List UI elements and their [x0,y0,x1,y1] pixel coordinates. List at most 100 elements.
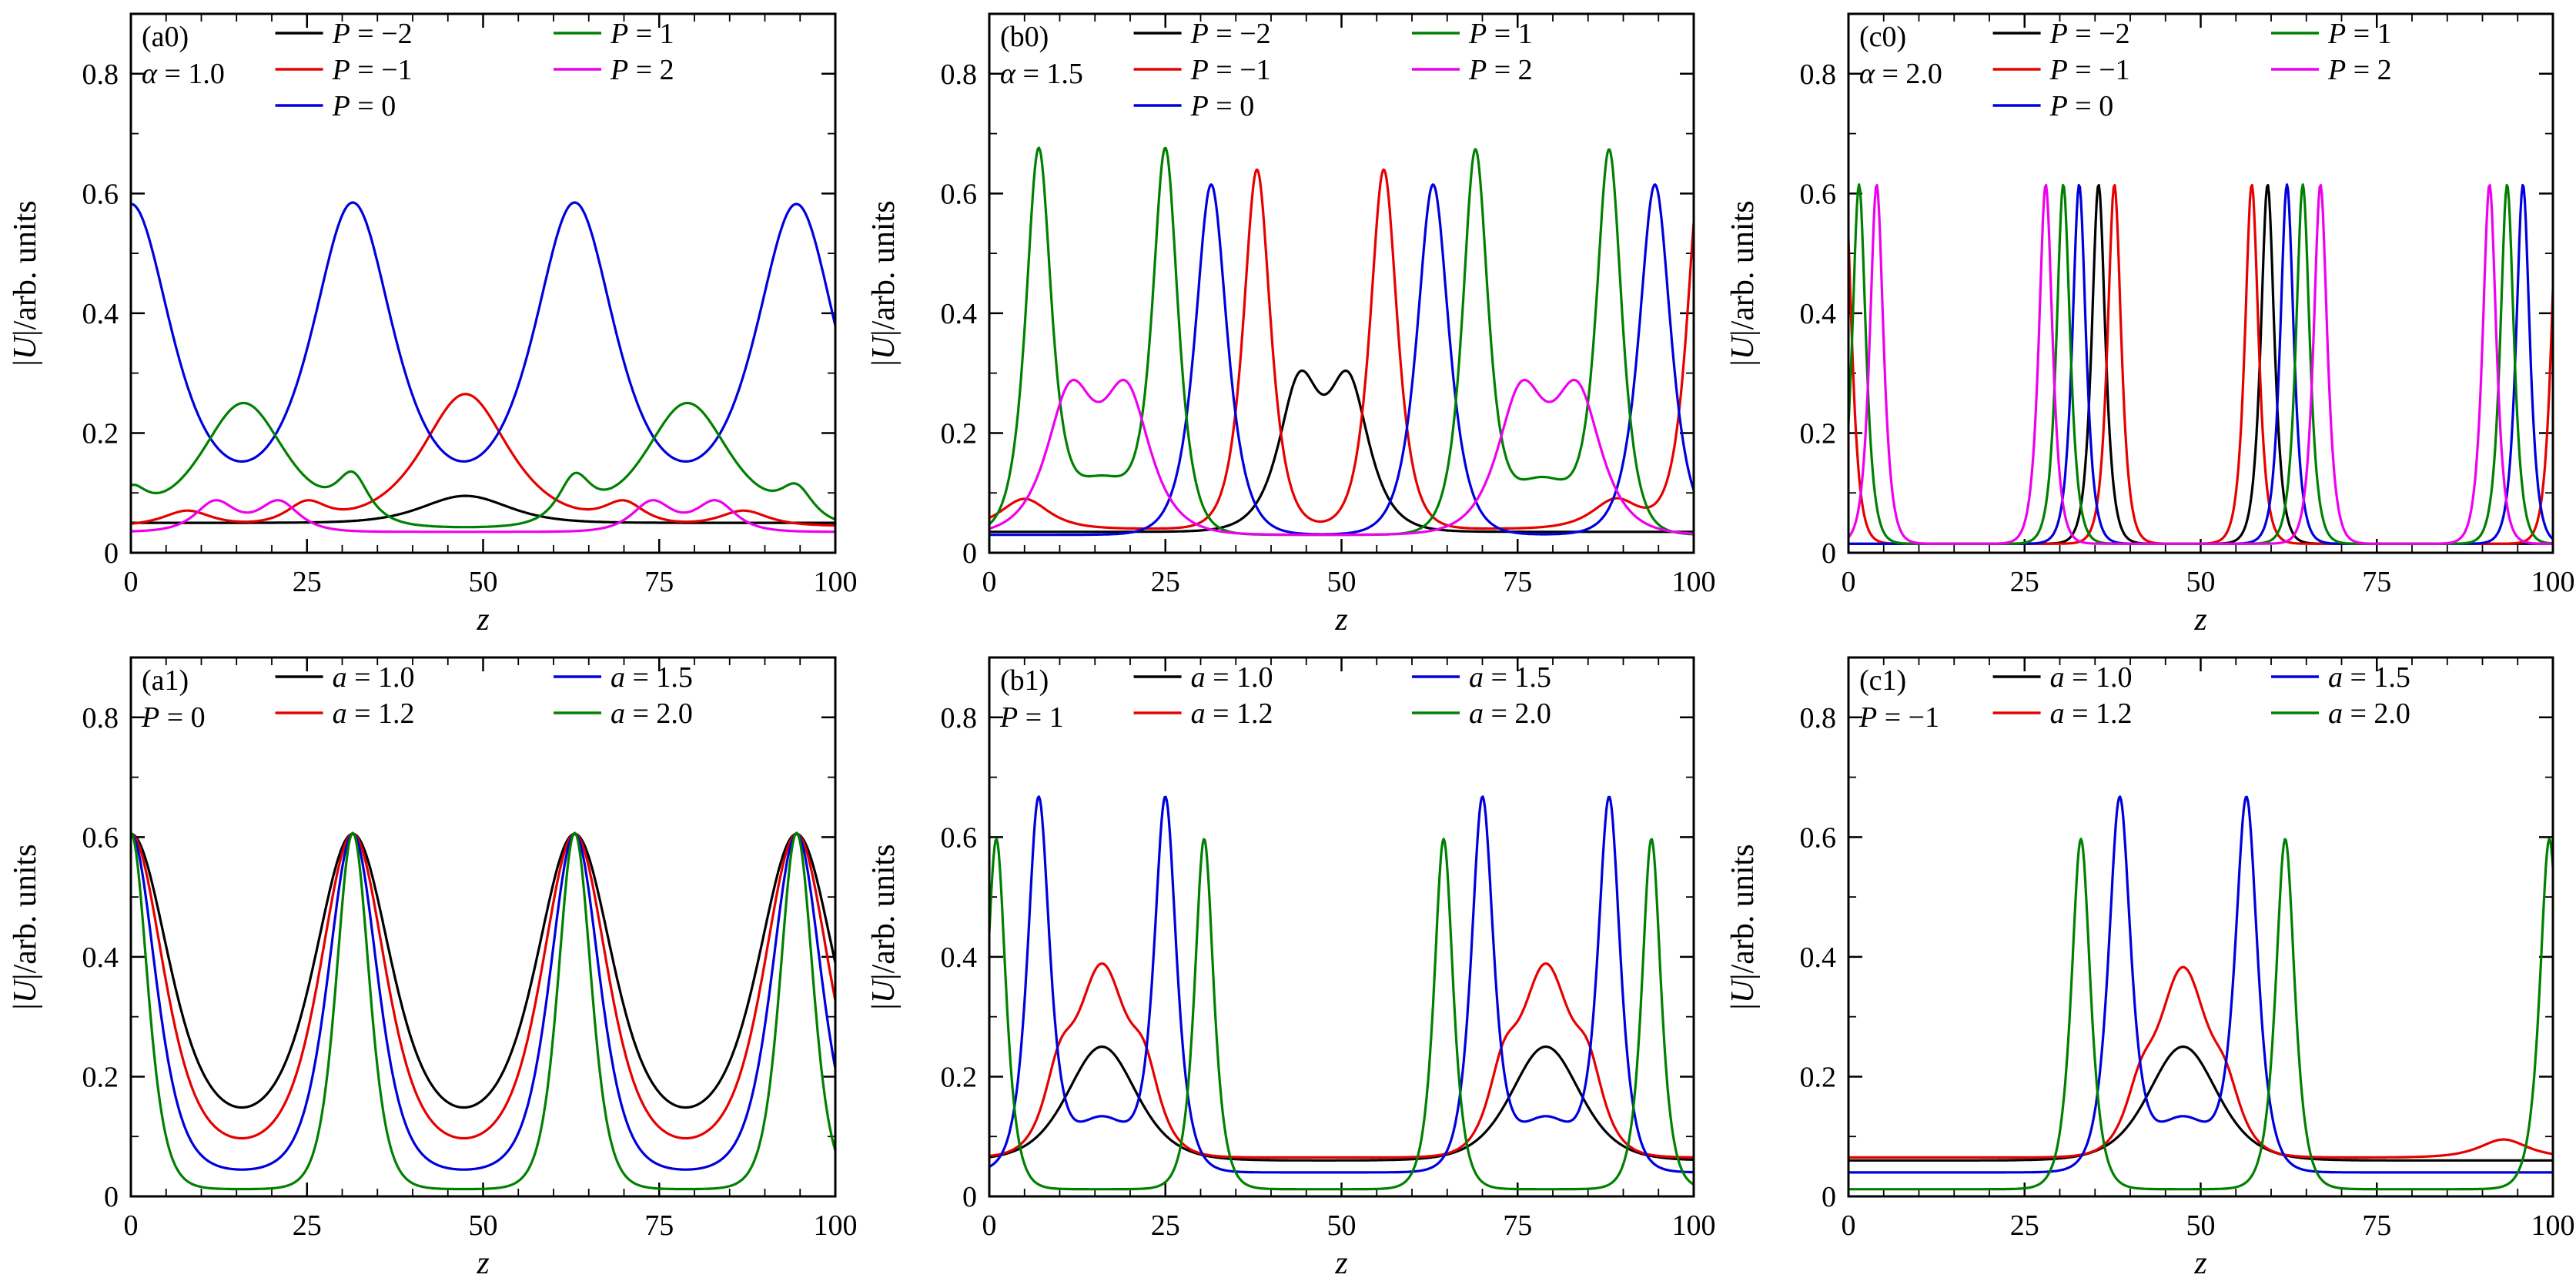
legend-label: a = 1.2 [1191,698,1273,730]
x-tick-label: 50 [1327,566,1357,598]
panel-label: (c1) [1859,664,1906,697]
curves [1848,183,2553,545]
series-line-red [1848,183,2553,545]
y-axis-label: |U|/arb. units [8,200,43,366]
x-tick-label: 0 [124,566,139,598]
axes-frame [129,12,837,554]
y-tick-label: 0 [104,1181,119,1213]
legend-label: a = 1.5 [611,661,693,694]
y-tick-label: 0.8 [1799,702,1836,734]
axes-frame [129,656,837,1198]
x-tick-label: 75 [1504,566,1533,598]
x-tick-label: 100 [2531,1209,2574,1242]
panel-sublabel: α = 1.5 [1000,58,1083,90]
x-axis-label: z [1335,1246,1348,1281]
axis-ticks [989,14,1695,554]
legend-label: a = 2.0 [2328,698,2410,730]
panel-sublabel: P = 0 [141,701,206,734]
x-axis-label: z [476,1246,489,1281]
y-tick-label: 0.6 [1799,178,1836,210]
chart-c1-canvas: 0 25 50 75 100 0 0.2 0.4 0.6 0.8 (c1) P = −1 a = 1.0… [1725,656,2574,1281]
series-line-blue [1848,795,2553,1174]
legend [1133,675,1460,714]
x-tick-label: 100 [2531,566,2574,598]
x-tick-label: 75 [1504,1209,1533,1242]
y-tick-label: 0.2 [941,417,978,450]
x-tick-label: 75 [644,1209,674,1242]
chart-a1-canvas: 0 25 50 75 100 0 0.2 0.4 0.6 0.8 (a1) P = 0 a = 1.0 a… [8,656,858,1281]
curves [989,795,1694,1191]
x-tick-label: 100 [1672,566,1716,598]
chart-b0-canvas: 0 25 50 75 100 0 0.2 0.4 0.6 0.8 (b0) α = 1.5 P = −2… [866,12,1716,637]
x-tick-label: 75 [2362,566,2391,598]
series-line-green [989,838,1694,1191]
x-tick-label: 25 [293,1209,322,1242]
panel-sublabel: α = 2.0 [1859,58,1942,90]
x-tick-label: 25 [2009,566,2039,598]
panel-a0: 0 25 50 75 100 0 0.2 0.4 0.6 0.8 (a0) α = 1.0 P = −2… [0,0,858,644]
legend-label: a = 1.0 [1191,661,1273,694]
series-line-blue [989,795,1694,1174]
panel-sublabel: P = −1 [1858,701,1939,734]
panel-a1: 0 25 50 75 100 0 0.2 0.4 0.6 0.8 (a1) P = 0 a = 1.0 a… [0,644,858,1287]
y-tick-label: 0.6 [82,821,119,854]
series-line-blue [989,183,1694,537]
legend-label: P = 0 [2049,90,2113,122]
series-line-magenta [131,499,835,534]
y-tick-label: 0.6 [1799,821,1836,854]
y-tick-label: 0.6 [82,178,119,210]
x-axis-label: z [2193,1246,2206,1281]
y-tick-label: 0.4 [82,298,119,330]
x-tick-label: 0 [982,1209,997,1242]
legend-label: a = 1.0 [333,661,415,694]
legend-label: a = 1.5 [1469,661,1551,694]
legend-label: P = −2 [1190,18,1271,50]
legend-label: a = 2.0 [611,698,693,730]
legend-label: P = 0 [332,90,396,122]
legend-label: P = 2 [1468,54,1533,86]
axis-ticks [129,657,837,1198]
legend-label: a = 1.0 [2049,661,2132,694]
y-tick-label: 0.2 [1799,417,1836,450]
series-line-green [131,831,835,1191]
series-line-red [989,962,1694,1159]
y-tick-label: 0.4 [1799,298,1836,330]
axis-ticks [1847,657,2554,1198]
legend-label: a = 1.2 [2049,698,2132,730]
y-tick-label: 0 [1822,1181,1836,1213]
legend-label: P = −1 [2049,54,2129,86]
y-tick-label: 0.8 [82,702,119,734]
y-tick-label: 0 [962,1181,977,1213]
series-line-green [131,401,835,529]
y-tick-label: 0.8 [1799,59,1836,91]
legend [1133,32,1460,107]
axis-ticks [989,657,1695,1198]
legend-label: P = 1 [2327,18,2392,50]
legend [1992,675,2319,714]
x-tick-label: 100 [814,566,858,598]
y-tick-label: 0.2 [82,417,119,450]
panel-sublabel: P = 1 [999,701,1064,734]
curves [989,146,1694,537]
y-axis-label: |U|/arb. units [1725,844,1761,1009]
y-tick-label: 0 [962,537,977,570]
axes-frame [1847,12,2554,554]
y-tick-label: 0.6 [941,821,978,854]
y-tick-label: 0.8 [82,59,119,91]
x-tick-label: 100 [814,1209,858,1242]
panel-c1: 0 25 50 75 100 0 0.2 0.4 0.6 0.8 (c1) P = −1 a = 1.0… [1718,644,2576,1287]
chart-a0-canvas: 0 25 50 75 100 0 0.2 0.4 0.6 0.8 (a0) α = 1.0 P = −2… [8,12,858,637]
legend-label: P = 1 [610,18,674,50]
y-axis-label: |U|/arb. units [1725,200,1761,366]
x-tick-label: 75 [2362,1209,2391,1242]
panel-label: (b0) [1000,21,1049,53]
x-tick-label: 75 [644,566,674,598]
curves [131,831,835,1191]
series-line-green [1848,838,2553,1191]
legend-label: P = −2 [332,18,413,50]
x-tick-label: 0 [1841,1209,1855,1242]
curves [131,201,835,534]
y-tick-label: 0.4 [941,942,978,974]
series-line-green [1848,183,2553,545]
panel-c0: 0 25 50 75 100 0 0.2 0.4 0.6 0.8 (c0) α = 2.0 P = −2… [1718,0,2576,644]
